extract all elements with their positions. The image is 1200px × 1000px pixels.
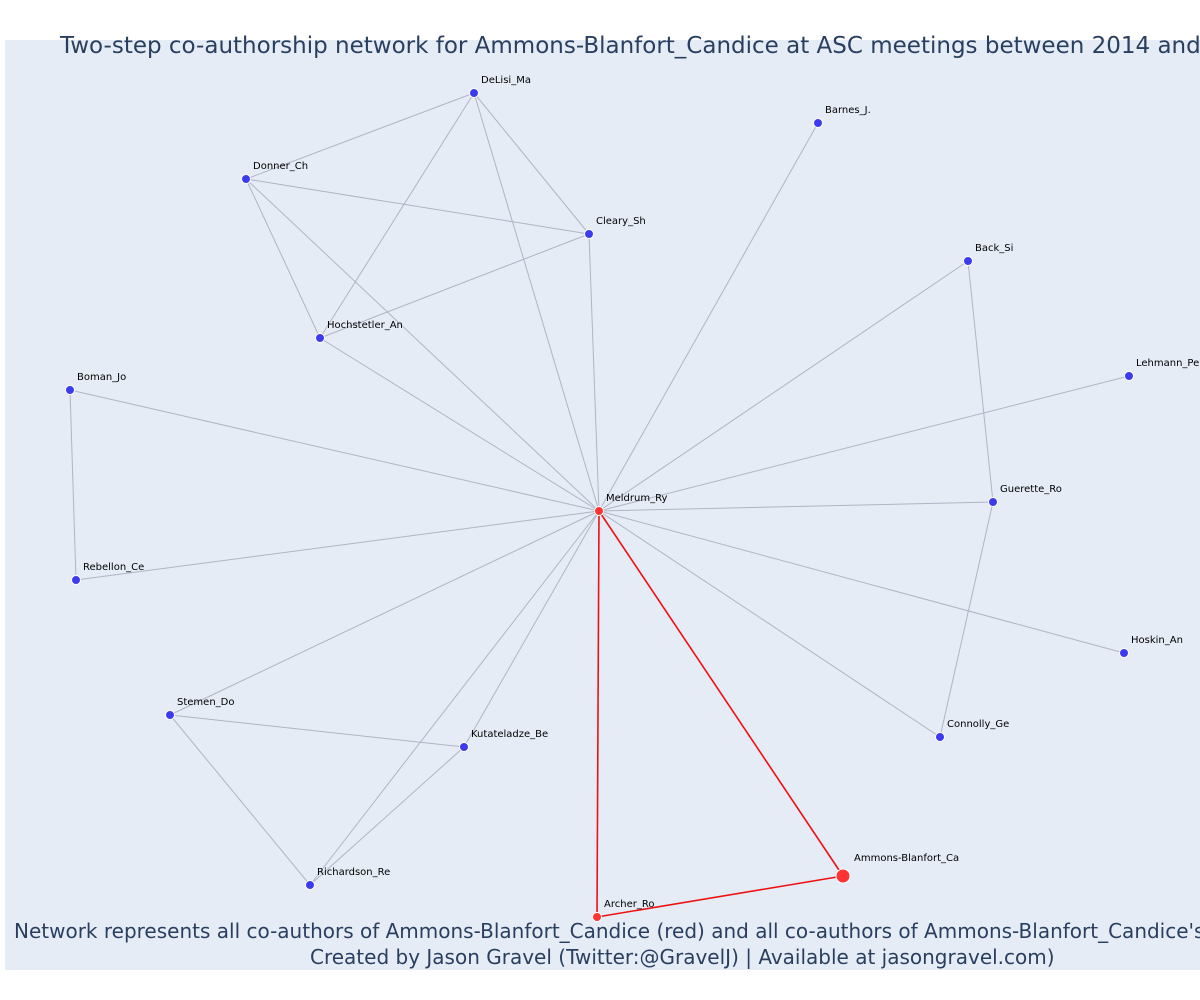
node-label: Back_Si: [975, 243, 1013, 254]
edge: [473, 92, 600, 512]
node-label: Hochstetler_An: [327, 320, 403, 331]
node: [469, 88, 479, 98]
node: [835, 868, 851, 884]
edge: [939, 501, 994, 738]
node: [1119, 648, 1129, 658]
node-label: Barnes_J.: [825, 105, 871, 116]
node: [592, 912, 602, 922]
edge: [598, 510, 941, 738]
edge: [245, 178, 600, 512]
node: [305, 880, 315, 890]
node-label: Donner_Ch: [253, 161, 308, 172]
nodes: DeLisi_Ma Barnes_J. Donner_Ch Cleary_Sh Back…: [65, 75, 1199, 922]
edge: [463, 510, 600, 748]
edge-highlight: [596, 510, 600, 918]
node: [71, 575, 81, 585]
edge: [598, 501, 994, 512]
node-label: Ammons-Blanfort_Ca: [854, 853, 959, 864]
edge: [309, 510, 600, 886]
node-label: Boman_Jo: [77, 372, 126, 383]
node-label: DeLisi_Ma: [481, 75, 531, 86]
edge: [169, 510, 600, 716]
edge: [245, 178, 321, 339]
title: Two-step co-authorship network for Ammon…: [59, 33, 1200, 59]
edge: [598, 510, 1125, 654]
edge: [473, 92, 590, 235]
node: [935, 732, 945, 742]
edge-highlight: [596, 875, 844, 918]
node: [459, 742, 469, 752]
node: [963, 256, 973, 266]
node-label: Guerette_Ro: [1000, 484, 1062, 495]
edge: [319, 337, 600, 512]
edges: [69, 92, 1130, 918]
edge: [69, 389, 77, 581]
node: [988, 497, 998, 507]
edge: [169, 714, 311, 886]
edge: [967, 260, 994, 503]
node: [241, 174, 251, 184]
edge: [319, 233, 590, 339]
edge: [169, 714, 465, 748]
node-label: Lehmann_Pe: [1136, 358, 1199, 369]
node: [584, 229, 594, 239]
edge: [598, 375, 1130, 512]
node-label: Stemen_Do: [177, 697, 234, 708]
node-label: Meldrum_Ry: [606, 493, 667, 504]
edge-highlight: [598, 510, 844, 877]
edge: [309, 746, 465, 886]
edge: [319, 92, 475, 339]
node: [65, 385, 75, 395]
edge: [69, 389, 600, 512]
edge: [75, 510, 600, 581]
node-label: Kutateladze_Be: [471, 729, 548, 740]
footer-line: Created by Jason Gravel (Twitter:@Gravel…: [310, 945, 1055, 969]
edge: [245, 178, 590, 235]
node: [1124, 371, 1134, 381]
node: [594, 506, 604, 516]
node-label: Archer_Ro: [604, 899, 654, 910]
node: [165, 710, 175, 720]
node-label: Rebellon_Ce: [83, 562, 144, 573]
edge: [245, 92, 475, 180]
edge: [598, 122, 819, 512]
node-label: Cleary_Sh: [596, 216, 646, 227]
node-label: Richardson_Re: [317, 867, 390, 878]
node-label: Hoskin_An: [1131, 635, 1183, 646]
footer-line: Network represents all co-authors of Amm…: [14, 919, 1200, 943]
edge: [588, 233, 600, 512]
edge: [598, 260, 969, 512]
node: [315, 333, 325, 343]
node: [813, 118, 823, 128]
node-label: Connolly_Ge: [947, 719, 1009, 730]
